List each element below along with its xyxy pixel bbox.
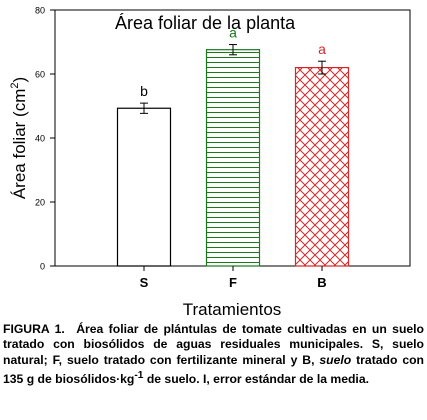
y-axis-label: Área foliar (cm2): [9, 77, 29, 199]
y-axis-label-end: ): [10, 77, 29, 83]
bar-B: [294, 66, 350, 267]
x-tick-label-B: B: [317, 275, 326, 290]
y-tick-label: 80: [35, 6, 45, 16]
y-axis: 0 20 40 60 80: [35, 6, 55, 272]
y-axis-label-main: Área foliar (cm: [10, 89, 29, 200]
bars: b a a: [116, 25, 350, 267]
significance-letter-B: a: [318, 41, 326, 57]
leaf-area-bar-chart: 0 20 40 60 80 b a a S F B Área foliar de la plan…: [9, 6, 411, 319]
x-tick-label-F: F: [229, 275, 237, 290]
caption-text-3: de suelo. I, error estándar de la media.: [146, 372, 369, 387]
caption-italic: suelo: [319, 352, 352, 367]
bar-F: [205, 49, 261, 267]
caption-label: FIGURA 1.: [3, 322, 65, 336]
y-tick-label: 20: [35, 198, 45, 208]
caption-superscript: -1: [134, 370, 144, 382]
y-tick-label: 0: [40, 262, 45, 272]
x-axis-label: Tratamientos: [183, 300, 282, 319]
x-tick-label-S: S: [140, 275, 149, 290]
chart-title: Área foliar de la planta: [115, 13, 296, 33]
caption-text-1: Área foliar de plántulas de tomate culti…: [3, 322, 425, 367]
figure-caption: FIGURA 1. Área foliar de plántulas de to…: [3, 322, 424, 388]
significance-letter-S: b: [140, 83, 148, 99]
y-tick-label: 60: [35, 70, 45, 80]
bar-S: [116, 107, 172, 267]
y-axis-label-sup: 2: [9, 83, 21, 89]
caption-text-2: tratado con 135 g de biosólidos·kg: [3, 352, 424, 387]
significance-letter-F: a: [229, 25, 237, 41]
y-tick-label: 40: [35, 134, 45, 144]
